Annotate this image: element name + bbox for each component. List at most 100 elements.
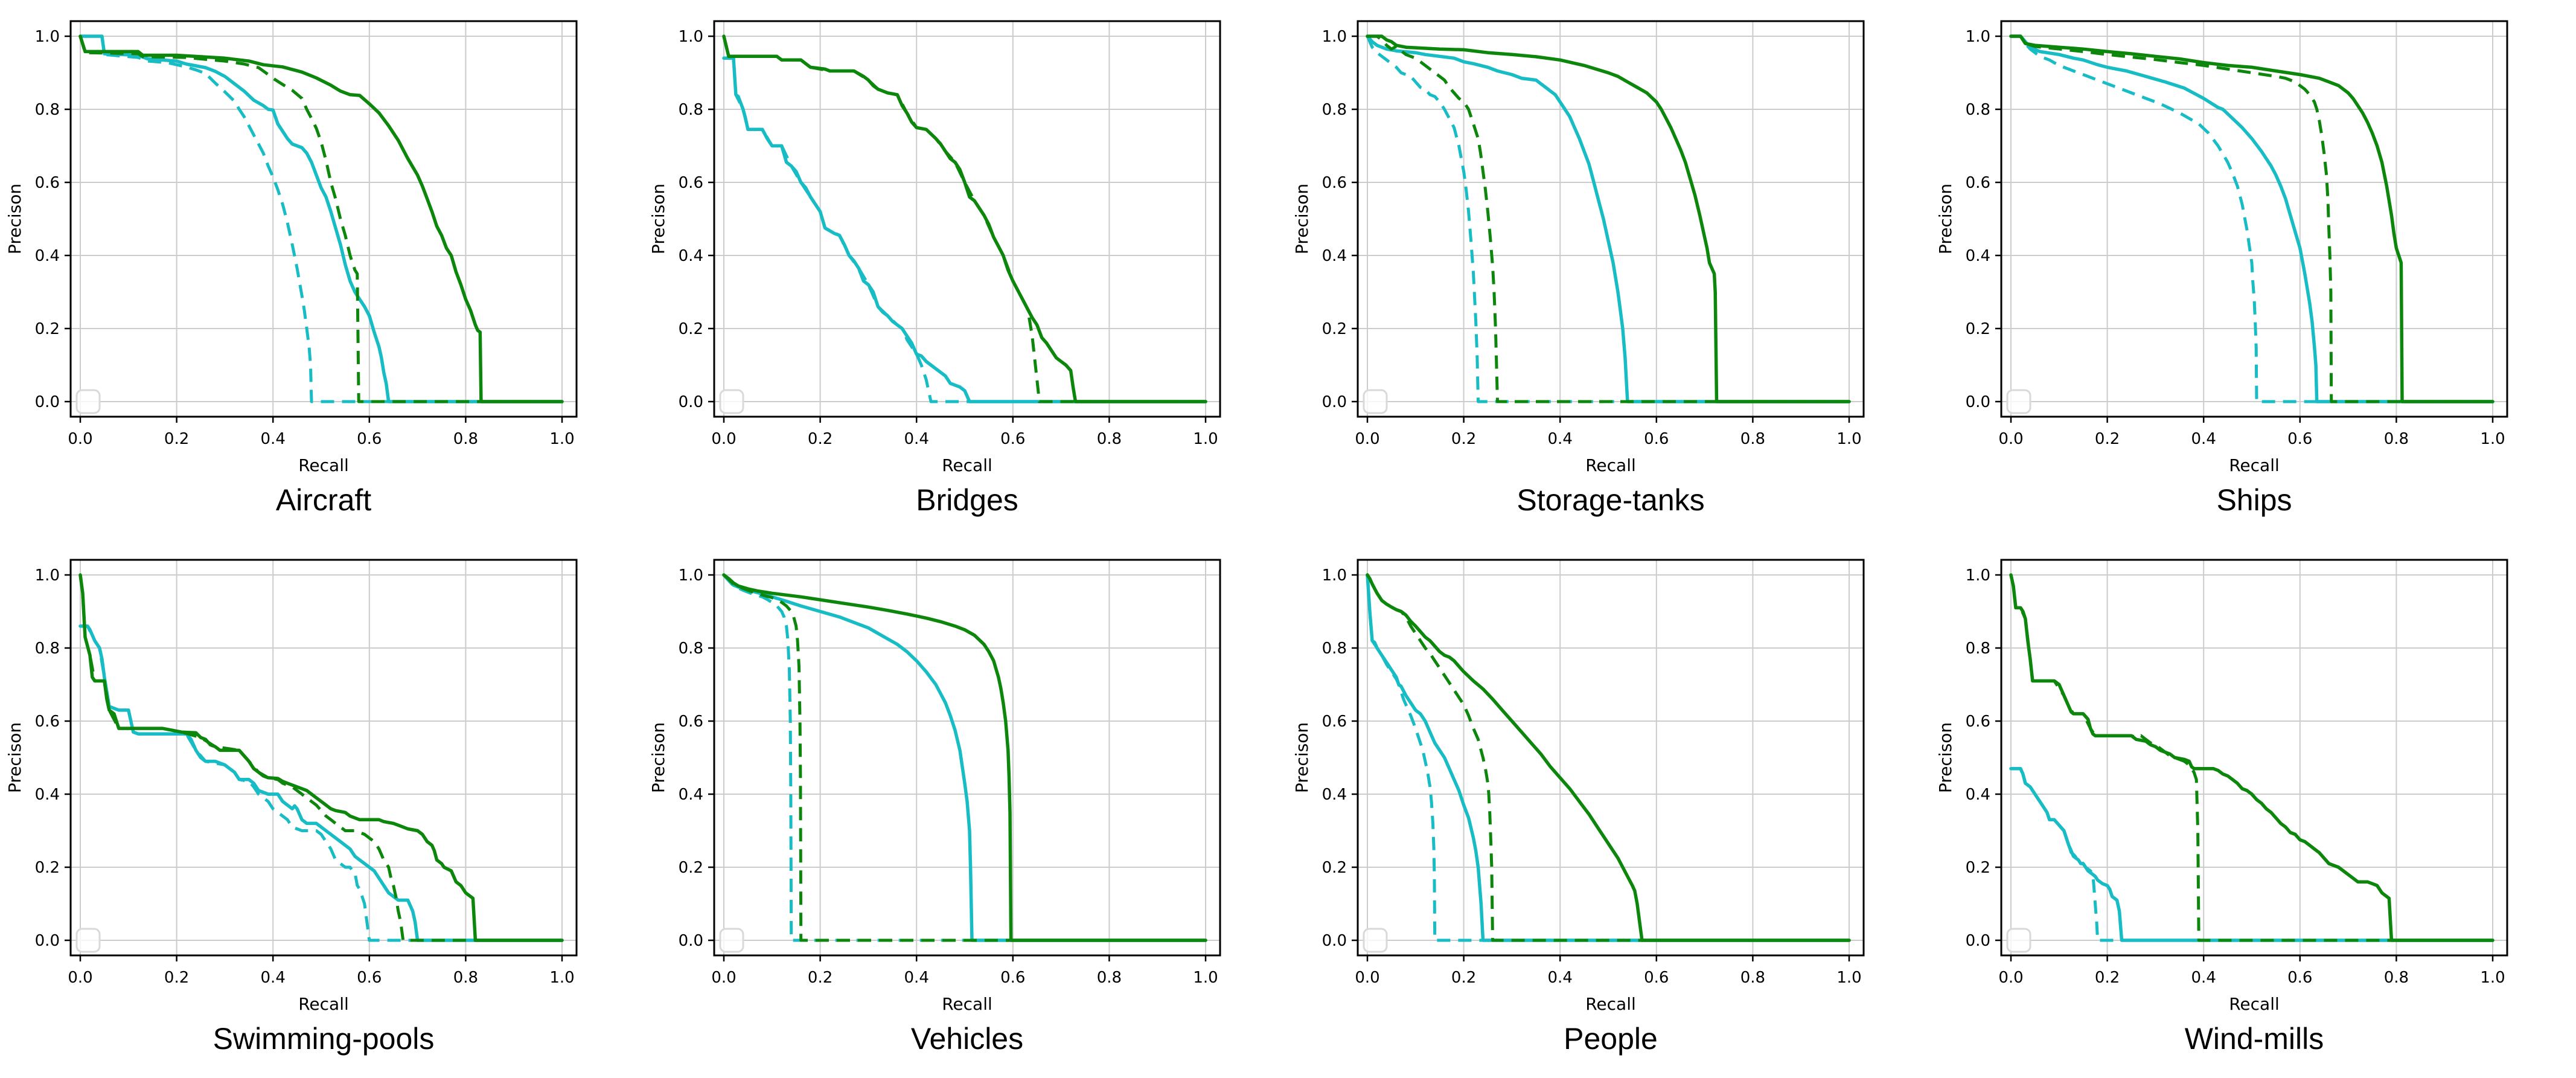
series-green-dashed xyxy=(2011,34,2493,403)
y-tick-label: 0.2 xyxy=(35,859,60,877)
series-green-solid xyxy=(1366,573,1851,942)
ticks: 0.0 0.2 0.4 0.6 0.8 1.0 0.0 0.2 0.4 0.6 0.8 1.0 xyxy=(1966,28,2505,448)
plot-canvas-swimming-pools: 0.0 0.2 0.4 0.6 0.8 1.0 0.0 0.2 0.4 0.6 0.8 1.0 Reca… xyxy=(5,559,578,1056)
subplot-bridges: 0.0 0.2 0.4 0.6 0.8 1.0 0.0 0.2 0.4 0.6 0.8 1.0 Reca… xyxy=(644,0,1287,539)
x-axis-label: Recall xyxy=(2229,994,2280,1014)
plot-canvas-vehicles: 0.0 0.2 0.4 0.6 0.8 1.0 0.0 0.2 0.4 0.6 0.8 1.0 Reca… xyxy=(648,559,1221,1056)
plot-canvas-storage-tanks: 0.0 0.2 0.4 0.6 0.8 1.0 0.0 0.2 0.4 0.6 0.8 1.0 Reca… xyxy=(1292,20,1865,517)
series-cyan-solid xyxy=(1366,34,1851,403)
y-tick-label: 0.8 xyxy=(35,640,60,658)
y-axis-label: Precison xyxy=(1935,184,1955,254)
y-tick-label: 0.2 xyxy=(35,320,60,338)
subplot-swimming-pools: 0.0 0.2 0.4 0.6 0.8 1.0 0.0 0.2 0.4 0.6 0.8 1.0 Reca… xyxy=(0,539,644,1077)
y-axis-label: Precison xyxy=(1935,722,1955,793)
series-green-dashed xyxy=(2009,574,2493,942)
y-tick-label: 0.4 xyxy=(1966,247,1990,265)
ticks: 0.0 0.2 0.4 0.6 0.8 1.0 0.0 0.2 0.4 0.6 0.8 1.0 xyxy=(1966,566,2505,987)
x-tick-label: 0.2 xyxy=(1451,430,1476,448)
y-tick-label: 0.4 xyxy=(1966,786,1990,804)
y-tick-label: 0.2 xyxy=(1966,859,1990,877)
x-tick-label: 0.8 xyxy=(2384,969,2409,987)
y-tick-label: 1.0 xyxy=(1322,566,1347,585)
y-tick-label: 0.0 xyxy=(1966,393,1990,411)
chart-title: Aircraft xyxy=(276,483,371,517)
x-tick-label: 0.8 xyxy=(1740,969,1765,987)
x-axis-label: Recall xyxy=(942,455,992,475)
y-tick-label: 0.8 xyxy=(1322,101,1347,119)
series-cyan-dashed xyxy=(80,624,562,942)
legend-box xyxy=(75,928,101,953)
x-tick-label: 0.0 xyxy=(1998,969,2023,987)
x-tick-label: 0.4 xyxy=(1548,430,1573,448)
ticks: 0.0 0.2 0.4 0.6 0.8 1.0 0.0 0.2 0.4 0.6 0.8 1.0 xyxy=(35,28,575,448)
ticks: 0.0 0.2 0.4 0.6 0.8 1.0 0.0 0.2 0.4 0.6 0.8 1.0 xyxy=(679,28,1218,448)
legend-box xyxy=(2006,389,2031,414)
x-tick-label: 0.8 xyxy=(1097,430,1122,448)
y-tick-label: 0.6 xyxy=(1966,713,1990,731)
x-tick-label: 0.6 xyxy=(1000,969,1025,987)
gridlines xyxy=(1358,560,1864,955)
x-tick-label: 0.4 xyxy=(261,969,286,987)
series-group xyxy=(2009,34,2495,403)
series-cyan-solid xyxy=(1366,573,1851,942)
gridlines xyxy=(1358,21,1864,417)
series-group xyxy=(722,573,1207,942)
ticks: 0.0 0.2 0.4 0.6 0.8 1.0 0.0 0.2 0.4 0.6 0.8 1.0 xyxy=(1322,28,1862,448)
chart-title: Bridges xyxy=(916,483,1018,517)
y-tick-label: 0.2 xyxy=(1966,320,1990,338)
x-tick-label: 0.4 xyxy=(904,430,929,448)
y-tick-label: 1.0 xyxy=(1966,566,1990,585)
plot-border xyxy=(2000,20,2508,418)
x-tick-label: 0.6 xyxy=(1000,430,1025,448)
series-green-solid xyxy=(1366,34,1851,403)
series-green-solid xyxy=(2009,573,2495,942)
x-tick-label: 0.6 xyxy=(2287,430,2312,448)
y-tick-label: 0.0 xyxy=(679,932,703,950)
y-tick-label: 0.2 xyxy=(1322,320,1347,338)
series-green-dashed xyxy=(1367,34,1849,403)
plot-canvas-wind-mills: 0.0 0.2 0.4 0.6 0.8 1.0 0.0 0.2 0.4 0.6 0.8 1.0 Reca… xyxy=(1935,559,2508,1056)
plot-canvas-ships: 0.0 0.2 0.4 0.6 0.8 1.0 0.0 0.2 0.4 0.6 0.8 1.0 Reca… xyxy=(1935,20,2508,517)
y-tick-label: 0.0 xyxy=(1966,932,1990,950)
series-cyan-solid xyxy=(2009,34,2495,403)
x-tick-label: 0.0 xyxy=(711,430,736,448)
y-tick-label: 0.6 xyxy=(679,713,703,731)
y-tick-label: 0.0 xyxy=(1322,393,1347,411)
x-tick-label: 0.2 xyxy=(164,430,189,448)
x-tick-label: 0.2 xyxy=(1451,969,1476,987)
gridlines xyxy=(71,21,577,417)
series-cyan-dashed xyxy=(2011,767,2493,942)
plot-canvas-people: 0.0 0.2 0.4 0.6 0.8 1.0 0.0 0.2 0.4 0.6 0.8 1.0 Reca… xyxy=(1292,559,1865,1056)
y-tick-label: 0.6 xyxy=(35,713,60,731)
y-tick-label: 0.8 xyxy=(1966,101,1990,119)
x-tick-label: 0.4 xyxy=(904,969,929,987)
series-green-dashed xyxy=(723,574,1206,942)
x-tick-label: 0.6 xyxy=(357,430,382,448)
y-tick-label: 0.8 xyxy=(35,101,60,119)
series-group xyxy=(1366,573,1851,942)
series-green-solid xyxy=(722,34,1207,403)
y-tick-label: 0.0 xyxy=(35,393,60,411)
y-tick-label: 0.2 xyxy=(679,859,703,877)
gridlines xyxy=(2001,560,2507,955)
series-group xyxy=(722,34,1207,403)
series-green-solid xyxy=(2009,34,2495,403)
ticks: 0.0 0.2 0.4 0.6 0.8 1.0 0.0 0.2 0.4 0.6 0.8 1.0 xyxy=(35,566,575,987)
y-tick-label: 0.6 xyxy=(35,174,60,192)
x-tick-label: 1.0 xyxy=(549,430,574,448)
x-tick-label: 1.0 xyxy=(2480,430,2505,448)
gridlines xyxy=(714,21,1220,417)
y-tick-label: 1.0 xyxy=(1966,28,1990,46)
chart-title: Vehicles xyxy=(911,1022,1023,1056)
x-tick-label: 0.2 xyxy=(2095,969,2120,987)
x-tick-label: 0.2 xyxy=(2095,430,2120,448)
x-tick-label: 0.8 xyxy=(1097,969,1122,987)
x-tick-label: 0.6 xyxy=(1644,969,1669,987)
x-tick-label: 0.2 xyxy=(164,969,189,987)
series-cyan-dashed xyxy=(2011,34,2493,403)
y-tick-label: 0.0 xyxy=(1322,932,1347,950)
plot-border xyxy=(69,20,578,418)
x-axis-label: Recall xyxy=(1585,994,1636,1014)
y-tick-label: 0.8 xyxy=(679,640,703,658)
series-cyan-dashed xyxy=(80,34,562,403)
